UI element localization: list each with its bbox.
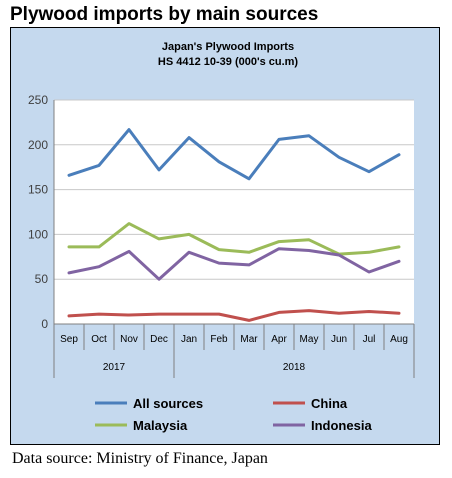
series-line: [67, 247, 401, 281]
x-tick-label: Nov: [120, 334, 138, 345]
x-tick-label: Aug: [390, 334, 408, 345]
legend-label: Malaysia: [133, 418, 188, 433]
series-line: [67, 128, 401, 181]
year-label: 2018: [283, 362, 306, 373]
series-line: [67, 309, 401, 322]
y-tick-label: 0: [41, 317, 48, 331]
series-line: [67, 222, 401, 256]
x-axis: Sep Oct Nov Dec Jan Feb Mar Apr May Jun Jul Aug 2017…: [53, 100, 415, 378]
x-tick-label: Mar: [240, 334, 258, 345]
x-tick-label: Apr: [271, 334, 287, 345]
y-axis: 0 50 100 150 200 250: [28, 93, 48, 331]
x-tick-label: Sep: [60, 334, 78, 345]
chart-subtitle: HS 4412 10-39 (000's cu.m): [158, 56, 299, 68]
y-tick-label: 150: [28, 183, 48, 197]
x-tick-label: Dec: [150, 334, 168, 345]
x-tick-label: May: [300, 334, 319, 345]
y-tick-label: 250: [28, 93, 48, 107]
x-tick-label: Oct: [91, 334, 107, 345]
plot-area: [54, 100, 414, 324]
legend: All sources China Malaysia Indonesia: [95, 396, 372, 433]
x-tick-label: Feb: [210, 334, 228, 345]
page-heading: Plywood imports by main sources: [10, 4, 319, 25]
chart-frame: Japan's Plywood Imports HS 4412 10-39 (0…: [10, 27, 440, 445]
x-tick-label: Jul: [363, 334, 376, 345]
data-source-note: Data source: Ministry of Finance, Japan: [12, 450, 268, 467]
chart-title: Japan's Plywood Imports: [162, 41, 294, 53]
y-tick-label: 50: [35, 272, 49, 286]
legend-label: All sources: [133, 396, 203, 411]
legend-label: China: [311, 396, 348, 411]
line-chart: Japan's Plywood Imports HS 4412 10-39 (0…: [28, 41, 415, 433]
x-tick-label: Jun: [331, 334, 347, 345]
x-tick-label: Jan: [181, 334, 197, 345]
year-label: 2017: [103, 362, 126, 373]
legend-label: Indonesia: [311, 418, 372, 433]
y-tick-label: 200: [28, 138, 48, 152]
series-lines: [67, 128, 401, 322]
y-tick-label: 100: [28, 227, 48, 241]
